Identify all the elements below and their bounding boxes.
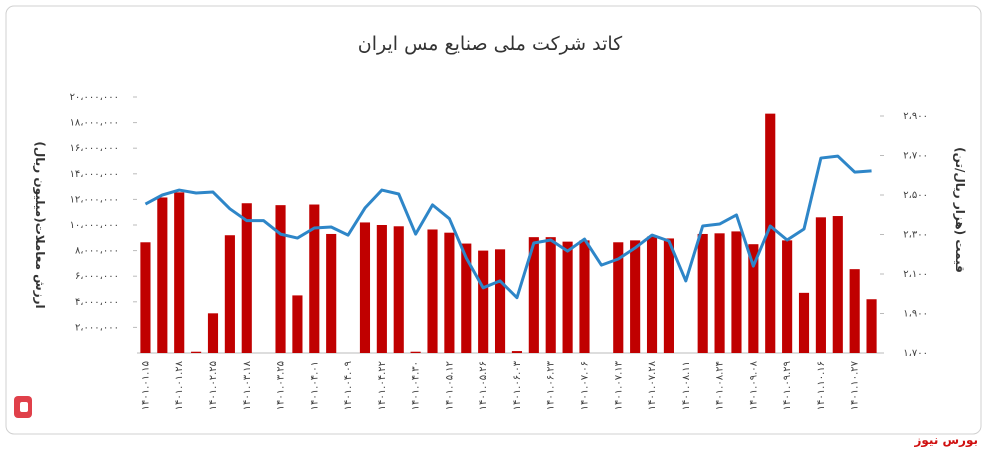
bar — [663, 238, 674, 353]
bar — [444, 232, 455, 353]
bar — [562, 241, 573, 353]
bar — [613, 242, 624, 353]
y-tick-label: ۱۴،۰۰۰،۰۰۰ — [70, 169, 119, 180]
chart-title: کاتد شرکت ملی صنایع مس ایران — [358, 33, 623, 55]
bar — [528, 237, 539, 353]
logo — [14, 396, 32, 418]
bar — [309, 204, 320, 353]
bar — [461, 243, 472, 353]
y-tick-label: ۴،۰۰۰،۰۰۰ — [75, 297, 119, 308]
bar — [782, 240, 793, 353]
y-tick-label: ۱۸،۰۰۰،۰۰۰ — [70, 118, 119, 129]
watermark: بورس نیوز — [913, 433, 978, 448]
y2-tick-label: ۱،۹۰۰ — [903, 309, 928, 320]
bar — [630, 240, 641, 353]
x-tick-label: ۱۴۰۱.۰۵.۲۶ — [478, 361, 489, 410]
bar — [157, 197, 168, 353]
x-tick-label: ۱۴۰۱.۰۷.۲۸ — [647, 360, 658, 410]
x-tick-label: ۱۴۰۱.۰۹.۲۹ — [782, 361, 793, 410]
y-tick-label: ۶،۰۰۰،۰۰۰ — [75, 271, 119, 282]
y-tick-label: ۲۰،۰۰۰،۰۰۰ — [70, 92, 119, 103]
bar — [697, 233, 708, 353]
bar — [191, 351, 202, 353]
bar — [545, 237, 556, 353]
bar — [174, 192, 185, 353]
bar — [140, 242, 151, 353]
bar — [714, 233, 725, 353]
bar — [275, 205, 286, 353]
bar — [765, 113, 776, 353]
bar — [494, 249, 506, 353]
x-tick-label: ۱۴۰۱.۰۵.۱۲ — [444, 361, 455, 410]
bar — [207, 313, 219, 353]
y-tick-label: ۲،۰۰۰،۰۰۰ — [75, 322, 119, 333]
x-tick-label: ۱۴۰۱.۰۷.۱۳ — [613, 360, 624, 410]
y2-tick-label: ۱،۷۰۰ — [903, 348, 928, 359]
x-tick-label: ۱۴۰۱.۰۳.۲۵ — [276, 361, 287, 410]
bar — [798, 292, 810, 353]
x-tick-label: ۱۴۰۱.۱۰.۱۶ — [816, 361, 827, 410]
bar — [359, 222, 371, 353]
x-tick-label: ۱۴۰۱.۰۶.۰۳ — [512, 360, 523, 410]
y-tick-label: ۸،۰۰۰،۰۰۰ — [75, 246, 119, 257]
bar — [748, 244, 759, 353]
x-tick-label: ۱۴۰۱.۰۸.۱۱ — [681, 361, 692, 410]
x-tick-label: ۱۴۰۱.۰۳.۱۸ — [242, 360, 253, 410]
y-tick-label: ۱۰،۰۰۰،۰۰۰ — [70, 220, 119, 231]
y-tick-label: ۱۲،۰۰۰،۰۰۰ — [70, 194, 119, 205]
x-tick-label: ۱۴۰۱.۰۶.۲۳ — [546, 360, 557, 410]
bar — [292, 295, 303, 353]
y2-tick-label: ۲،۷۰۰ — [903, 151, 928, 162]
x-tick-label: ۱۴۰۱.۰۲.۲۵ — [208, 361, 219, 410]
x-tick-label: ۱۴۰۱.۰۴.۰۱ — [309, 361, 320, 410]
y2-tick-label: ۲،۳۰۰ — [903, 230, 928, 241]
bar — [579, 240, 590, 353]
bar — [815, 217, 826, 353]
y-axis-title: ارزش معاملات(میلیون ریال) — [32, 141, 47, 308]
bar — [478, 250, 489, 353]
bar — [832, 216, 843, 353]
y2-tick-label: ۲،۱۰۰ — [903, 269, 928, 280]
price-line — [144, 154, 872, 300]
bar — [326, 233, 337, 353]
bar — [866, 299, 877, 353]
x-tick-label: ۱۴۰۱.۱۰.۲۷ — [850, 360, 861, 410]
x-tick-label: ۱۴۰۱.۰۷.۰۶ — [579, 361, 590, 410]
bar — [224, 235, 235, 353]
bar — [849, 269, 860, 353]
x-tick-label: ۱۴۰۱.۰۸.۲۴ — [715, 361, 726, 410]
bar — [393, 226, 404, 353]
bar — [511, 351, 523, 353]
x-tick-label: ۱۴۰۱.۰۱.۲۸ — [174, 360, 185, 410]
x-tick-label: ۱۴۰۱.۰۴.۳۰ — [411, 361, 422, 410]
x-tick-label: ۱۴۰۱.۰۱.۱۵ — [140, 361, 151, 410]
bar — [241, 203, 252, 353]
bar — [646, 236, 658, 353]
y2-tick-label: ۲،۹۰۰ — [903, 111, 928, 122]
y2-axis-title: قیمت (هزار ریال/تن) — [953, 147, 967, 273]
bar — [376, 225, 387, 353]
x-tick-label: ۱۴۰۱.۰۴.۰۹ — [343, 361, 354, 410]
x-tick-label: ۱۴۰۱.۰۹.۰۸ — [748, 360, 759, 410]
y-tick-label: ۱۶،۰۰۰،۰۰۰ — [70, 143, 119, 154]
y2-tick-label: ۲،۵۰۰ — [903, 190, 928, 201]
bar — [410, 351, 421, 353]
x-tick-label: ۱۴۰۱.۰۴.۲۲ — [377, 361, 388, 410]
bar — [427, 229, 438, 353]
bar — [731, 231, 742, 353]
